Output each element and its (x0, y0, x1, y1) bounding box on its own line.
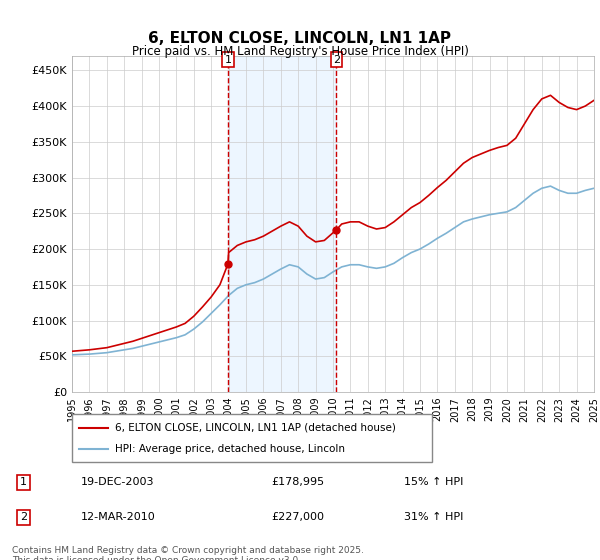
Text: 2: 2 (20, 512, 27, 522)
Text: 19-DEC-2003: 19-DEC-2003 (81, 477, 155, 487)
Text: Price paid vs. HM Land Registry's House Price Index (HPI): Price paid vs. HM Land Registry's House … (131, 45, 469, 58)
Text: 12-MAR-2010: 12-MAR-2010 (81, 512, 156, 522)
Text: HPI: Average price, detached house, Lincoln: HPI: Average price, detached house, Linc… (115, 444, 345, 454)
Text: £178,995: £178,995 (271, 477, 325, 487)
Text: 1: 1 (224, 54, 232, 64)
Text: 1: 1 (20, 477, 27, 487)
Text: 2: 2 (333, 54, 340, 64)
Text: 31% ↑ HPI: 31% ↑ HPI (404, 512, 463, 522)
Text: 15% ↑ HPI: 15% ↑ HPI (404, 477, 463, 487)
FancyBboxPatch shape (72, 414, 432, 462)
Text: 6, ELTON CLOSE, LINCOLN, LN1 1AP (detached house): 6, ELTON CLOSE, LINCOLN, LN1 1AP (detach… (115, 423, 396, 433)
Text: Contains HM Land Registry data © Crown copyright and database right 2025.
This d: Contains HM Land Registry data © Crown c… (12, 546, 364, 560)
Text: 6, ELTON CLOSE, LINCOLN, LN1 1AP: 6, ELTON CLOSE, LINCOLN, LN1 1AP (149, 31, 452, 46)
Text: £227,000: £227,000 (271, 512, 324, 522)
Bar (228, 56, 337, 392)
